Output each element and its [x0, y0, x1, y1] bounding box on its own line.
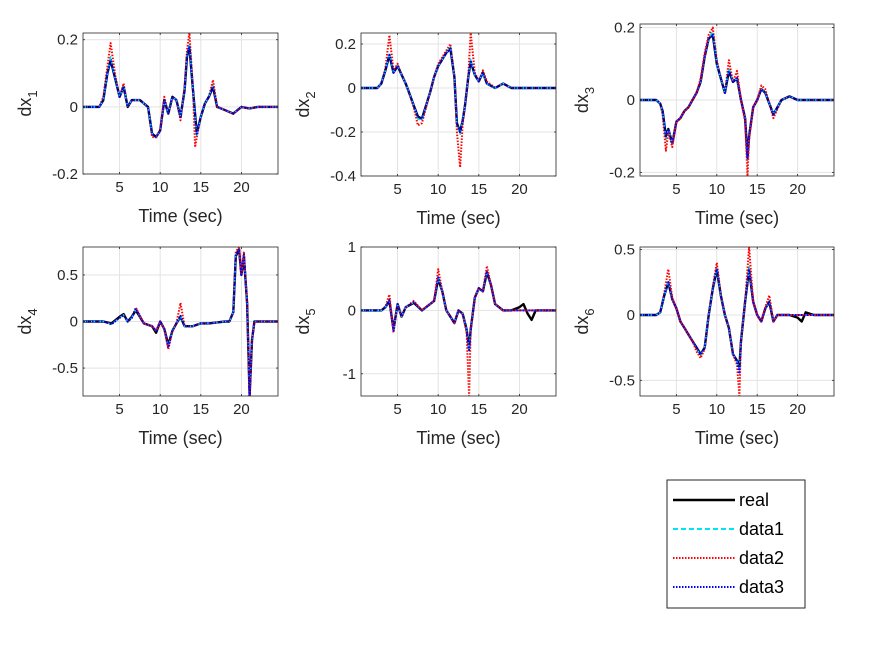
- x-tick-label: 20: [789, 401, 806, 418]
- y-tick-label: -1: [343, 366, 356, 383]
- legend-box: [666, 479, 806, 609]
- y-tick-label: 1: [348, 239, 356, 256]
- y-axis-label: dx2: [293, 91, 318, 117]
- series-line-data3: [83, 45, 278, 139]
- legend: real data1 data2 data3: [666, 479, 806, 609]
- y-axis-label-base: dx: [572, 94, 592, 113]
- x-tick-label: 10: [152, 401, 169, 418]
- y-axis-label-subscript: 6: [582, 308, 597, 315]
- x-tick-label: 15: [470, 181, 487, 198]
- x-tick-label: 5: [115, 401, 123, 418]
- legend-label-data1: data1: [739, 519, 784, 539]
- x-axis-label: Time (sec): [138, 428, 222, 448]
- x-axis-label: Time (sec): [695, 208, 779, 228]
- series-line-data3: [640, 268, 834, 375]
- series-line-data2: [83, 247, 278, 396]
- y-tick-label: 0.2: [57, 32, 78, 49]
- y-axis-label-base: dx: [15, 316, 35, 335]
- series-line-data1: [83, 248, 278, 396]
- legend-label-real: real: [739, 490, 769, 510]
- y-tick-label: -0.2: [52, 166, 78, 183]
- y-tick-label: -0.2: [609, 164, 635, 181]
- x-tick-label: 5: [115, 179, 123, 196]
- y-tick-label: 0.2: [335, 36, 356, 53]
- x-tick-label: 15: [470, 401, 487, 418]
- axes-background: [361, 33, 556, 176]
- y-tick-label: 0: [627, 307, 635, 324]
- axes-box: [360, 246, 557, 397]
- y-axis-label-subscript: 3: [582, 87, 597, 94]
- x-axis-label: Time (sec): [416, 428, 500, 448]
- y-axis-label-base: dx: [293, 316, 313, 335]
- x-tick-label: 10: [152, 179, 169, 196]
- axes-box: [639, 246, 835, 397]
- subplot-6: 5 10 15 20 -0.5 0 0.5 Time (sec) dx6: [572, 242, 835, 448]
- legend-label-data3: data3: [739, 577, 784, 597]
- y-tick-label: 0: [627, 92, 635, 109]
- axes-box: [82, 32, 279, 175]
- y-tick-label: -0.5: [609, 372, 635, 389]
- subplot-2: 5 10 15 20 -0.4 -0.2 0 0.2 Time (sec) dx2: [293, 32, 557, 228]
- x-axis-label: Time (sec): [695, 428, 779, 448]
- series-line-data2: [361, 265, 556, 396]
- x-tick-label: 5: [393, 181, 401, 198]
- x-tick-label: 15: [749, 181, 766, 198]
- legend-label-data2: data2: [739, 548, 784, 568]
- y-tick-label: 0: [348, 80, 356, 97]
- y-tick-label: 0.5: [614, 242, 635, 259]
- x-tick-label: 5: [672, 401, 680, 418]
- y-axis-label-base: dx: [293, 99, 313, 118]
- y-axis-label-subscript: 4: [25, 308, 40, 315]
- x-tick-label: 10: [430, 401, 447, 418]
- y-axis-label: dx5: [293, 308, 318, 334]
- x-tick-label: 5: [393, 401, 401, 418]
- x-tick-label: 15: [192, 401, 209, 418]
- y-axis-label: dx1: [15, 90, 40, 116]
- subplot-1: 5 10 15 20 -0.2 0 0.2 Time (sec) dx1: [15, 32, 279, 226]
- series-line-data3: [361, 270, 556, 353]
- y-tick-label: 0: [348, 302, 356, 319]
- x-tick-label: 10: [708, 181, 725, 198]
- series-line-data3: [361, 47, 556, 133]
- subplot-3: 5 10 15 20 -0.2 0 0.2 Time (sec) dx3: [572, 20, 835, 228]
- x-tick-label: 20: [233, 401, 250, 418]
- x-axis-label: Time (sec): [138, 206, 222, 226]
- y-axis-label-subscript: 1: [25, 90, 40, 97]
- y-tick-label: -0.5: [52, 360, 78, 377]
- x-tick-label: 10: [430, 181, 447, 198]
- y-axis-label-subscript: 2: [303, 91, 318, 98]
- axes-background: [640, 247, 834, 396]
- x-tick-label: 20: [511, 181, 528, 198]
- y-tick-label: 0: [70, 314, 78, 331]
- y-axis-label-base: dx: [15, 98, 35, 117]
- y-tick-label: 0.5: [57, 267, 78, 284]
- x-tick-label: 15: [192, 179, 209, 196]
- x-axis-label: Time (sec): [416, 208, 500, 228]
- subplot-4: 5 10 15 20 -0.5 0 0.5 Time (sec) dx4: [15, 246, 279, 448]
- y-tick-label: -0.4: [330, 168, 356, 185]
- x-tick-label: 15: [749, 401, 766, 418]
- x-tick-label: 20: [789, 181, 806, 198]
- axes-box: [360, 32, 557, 177]
- x-tick-label: 20: [511, 401, 528, 418]
- y-tick-label: 0.2: [614, 20, 635, 37]
- y-axis-label-base: dx: [572, 316, 592, 335]
- axes-background: [83, 33, 278, 174]
- series-line-data2: [361, 33, 556, 169]
- y-axis-label: dx6: [572, 308, 597, 334]
- y-axis-label: dx4: [15, 308, 40, 334]
- y-tick-label: -0.2: [330, 124, 356, 141]
- x-tick-label: 20: [233, 179, 250, 196]
- y-axis-label-subscript: 5: [303, 308, 318, 315]
- x-tick-label: 10: [708, 401, 725, 418]
- y-axis-label: dx3: [572, 87, 597, 113]
- y-tick-label: 0: [70, 99, 78, 116]
- x-tick-label: 5: [672, 181, 680, 198]
- series-line-data1: [640, 30, 834, 163]
